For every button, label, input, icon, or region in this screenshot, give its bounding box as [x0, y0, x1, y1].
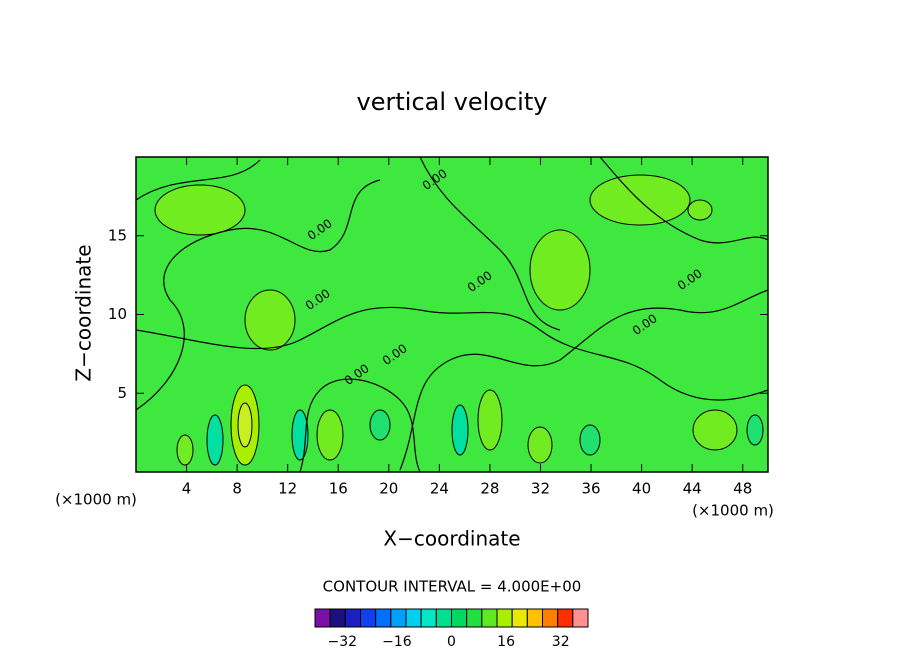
- field-feature: [579, 424, 601, 456]
- field-feature: [154, 184, 246, 236]
- field-feature: [746, 414, 764, 446]
- colorbar-box: [390, 608, 407, 628]
- colorbar-box: [420, 608, 437, 628]
- colorbar-box: [405, 608, 422, 628]
- x-tick-label: 44: [683, 480, 702, 498]
- contour-line: [135, 306, 769, 401]
- colorbar-tick-label: −32: [328, 634, 358, 650]
- y-unit: (×1000 m): [55, 491, 137, 509]
- x-tick-label: 48: [733, 480, 752, 498]
- colorbar-tick-label: 32: [552, 634, 570, 650]
- field-feature: [244, 289, 296, 351]
- x-tick-label: 16: [329, 480, 348, 498]
- y-tick-label: 15: [108, 226, 127, 244]
- x-tick-label: 28: [480, 480, 499, 498]
- chart-title: vertical velocity: [357, 88, 548, 116]
- contour-interval: CONTOUR INTERVAL = 4.000E+00: [323, 578, 582, 596]
- field-feature: [176, 434, 194, 466]
- colorbar-box: [329, 608, 346, 628]
- x-tick-label: 8: [232, 480, 242, 498]
- colorbar-box: [451, 608, 468, 628]
- field-feature: [206, 414, 224, 466]
- x-tick-label: 4: [182, 480, 192, 498]
- colorbar-box: [314, 608, 331, 628]
- colorbar-box: [435, 608, 453, 628]
- colorbar-box: [375, 608, 392, 628]
- colorbar-box: [344, 608, 362, 628]
- field-feature: [237, 402, 253, 448]
- contour-line: [135, 179, 381, 411]
- y-tick-label: 10: [108, 305, 127, 323]
- contour-line: [135, 159, 261, 201]
- contour-line: [599, 156, 769, 244]
- x-tick-label: 40: [632, 480, 651, 498]
- field-feature: [527, 426, 553, 464]
- x-tick-label: 36: [581, 480, 600, 498]
- field-feature: [692, 409, 738, 451]
- y-axis-label: Z−coordinate: [72, 244, 96, 381]
- colorbar-tick-label: 16: [497, 634, 515, 650]
- colorbar-box: [511, 608, 528, 628]
- field-feature: [529, 229, 591, 311]
- colorbar-box: [526, 608, 543, 628]
- colorbar-box: [496, 608, 513, 628]
- colorbar-box: [466, 608, 483, 628]
- colorbar-box: [360, 608, 377, 628]
- y-tick-label: 5: [117, 384, 127, 402]
- contour-line: [399, 289, 769, 471]
- x-tick-label: 20: [379, 480, 398, 498]
- contour-line: [419, 156, 561, 331]
- colorbar-box: [572, 608, 589, 628]
- field-feature: [687, 199, 713, 221]
- field-feature: [477, 389, 503, 451]
- contour-field: 0.000.000.000.000.000.000.000.00: [135, 156, 769, 473]
- field-feature: [369, 409, 391, 441]
- colorbar-box: [481, 608, 498, 628]
- field-feature: [316, 409, 344, 461]
- colorbar-tick-label: −16: [382, 634, 412, 650]
- colorbar-box: [557, 608, 574, 628]
- x-tick-label: 32: [531, 480, 550, 498]
- x-tick-label: 24: [430, 480, 449, 498]
- colorbar-box: [542, 608, 559, 628]
- colorbar-tick-label: 0: [447, 634, 456, 650]
- field-feature: [451, 404, 469, 456]
- x-tick-label: 12: [278, 480, 297, 498]
- x-axis-label: X−coordinate: [383, 527, 520, 551]
- contour-line: [299, 378, 421, 473]
- x-unit: (×1000 m): [692, 502, 774, 520]
